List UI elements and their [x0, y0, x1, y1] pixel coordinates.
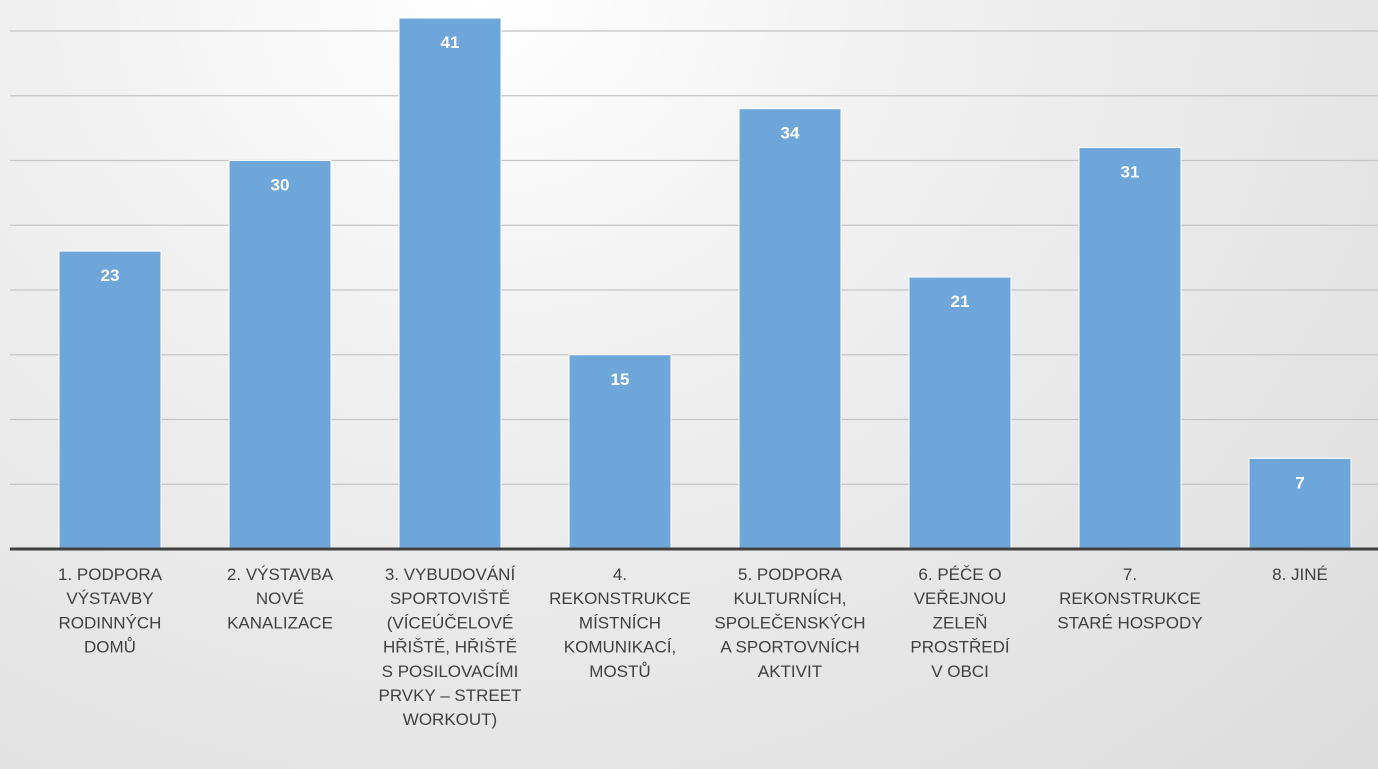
category-label-line: 2. VÝSTAVBA — [227, 565, 334, 584]
category-label-line: VÝSTAVBY — [66, 589, 153, 608]
category-label: 8. JINÉ — [1272, 565, 1328, 584]
category-label-line: PROSTŘEDÍ — [910, 638, 1009, 657]
data-label: 31 — [1121, 163, 1140, 182]
category-label-line: SPOLEČENSKÝCH — [714, 613, 865, 632]
category-label-line: STARÉ HOSPODY — [1057, 613, 1202, 632]
category-label-line: 6. PÉČE O — [918, 565, 1001, 584]
bar — [228, 160, 332, 550]
category-label: 3. VYBUDOVÁNÍ SPORTOVIŠTĚ (VÍCEÚČELOVÉ HŘIŠ… — [379, 565, 522, 729]
category-label-line: 1. PODPORA — [58, 565, 163, 584]
category-label-line: KOMUNIKACÍ, — [564, 638, 676, 657]
category-label-line: KANALIZACE — [227, 613, 333, 632]
data-label: 23 — [101, 266, 120, 285]
bar — [58, 250, 162, 550]
category-label-line: RODINNÝCH — [59, 613, 162, 632]
data-label: 15 — [611, 370, 630, 389]
category-label-line: PRVKY – STREET — [379, 686, 522, 705]
category-label: 4. REKONSTRUKCE MÍSTNÍCH KOMUNIKACÍ, MOSTŮ — [549, 565, 691, 681]
data-label: 21 — [951, 292, 970, 311]
category-label-line: 3. VYBUDOVÁNÍ — [385, 565, 516, 584]
category-label-line: MOSTŮ — [589, 662, 650, 681]
category-label-line: MÍSTNÍCH — [579, 613, 661, 632]
category-label-line: 7. — [1123, 565, 1137, 584]
category-label-line: 5. PODPORA — [738, 565, 843, 584]
category-label-line: S POSILOVACÍMI — [382, 662, 519, 681]
category-label: 2. VÝSTAVBA NOVÉ KANALIZACE — [227, 565, 334, 632]
category-label-line: NOVÉ — [256, 589, 304, 608]
bar — [908, 276, 1012, 550]
category-label-line: DOMŮ — [84, 638, 136, 657]
data-label: 30 — [271, 176, 290, 195]
bar — [398, 17, 502, 550]
category-label-line: (VÍCEÚČELOVÉ — [387, 613, 514, 632]
bar — [568, 354, 672, 550]
category-label-line: VEŘEJNOU — [914, 589, 1007, 608]
category-label-line: 8. JINÉ — [1272, 565, 1328, 584]
category-label-line: HŘIŠTĚ, HŘIŠTĚ — [383, 638, 517, 657]
category-label: 6. PÉČE O VEŘEJNOU ZELEŇ PROSTŘEDÍ V OBCI — [910, 565, 1009, 681]
category-label: 5. PODPORA KULTURNÍCH, SPOLEČENSKÝCH A SPOR… — [714, 565, 865, 681]
bar — [738, 108, 842, 550]
category-label-line: ZELEŇ — [933, 613, 988, 632]
category-label-line: AKTIVIT — [758, 662, 822, 681]
bar — [1078, 147, 1182, 550]
category-label-line: WORKOUT) — [403, 710, 497, 729]
data-label: 7 — [1295, 473, 1304, 492]
bar — [1248, 457, 1352, 550]
category-label: 1. PODPORA VÝSTAVBY RODINNÝCH DOMŮ — [58, 565, 163, 657]
category-label-line: V OBCI — [931, 662, 989, 681]
category-label-line: 4. — [613, 565, 627, 584]
category-label-line: REKONSTRUKCE — [1059, 589, 1201, 608]
category-label-line: KULTURNÍCH, — [733, 589, 846, 608]
category-label-line: SPORTOVIŠTĚ — [390, 589, 510, 608]
category-label: 7. REKONSTRUKCE STARÉ HOSPODY — [1057, 565, 1202, 632]
category-label-line: A SPORTOVNÍCH — [720, 638, 859, 657]
data-label: 41 — [441, 33, 460, 52]
data-label: 34 — [781, 124, 800, 143]
category-label-line: REKONSTRUKCE — [549, 589, 691, 608]
